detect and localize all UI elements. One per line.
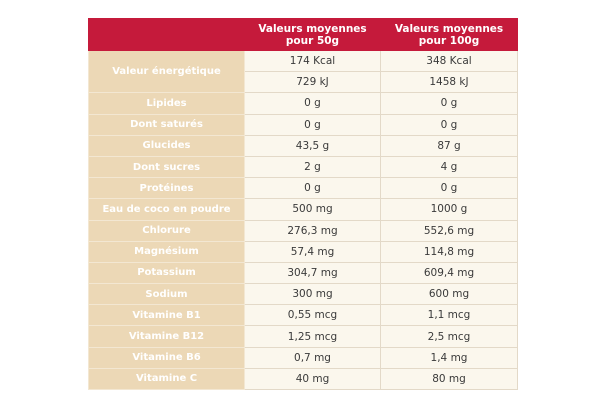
row-label: Vitamine B6 <box>88 346 245 369</box>
table-row: Sodium 300 mg 600 mg <box>88 283 518 306</box>
row-label: Glucides <box>88 134 245 157</box>
value-cell: 1000 g <box>380 198 518 221</box>
header-corner <box>88 18 245 51</box>
value-cell: 276,3 mg <box>244 219 381 242</box>
table-row: Glucides 43,5 g 87 g <box>88 134 518 157</box>
header-cell: Valeurs moyennes pour 100g <box>380 18 518 51</box>
header-cell: Valeurs moyennes pour 50g <box>244 18 381 51</box>
value-cell: 500 mg <box>244 198 381 221</box>
row-label: Magnésium <box>88 240 245 263</box>
value-cell: 609,4 mg <box>380 261 518 285</box>
table-row: 729 kJ 1458 kJ <box>89 71 518 94</box>
table-row: Valeur énergétique 174 Kcal 348 Kcal <box>88 49 518 94</box>
row-label: Valeur énergétique <box>88 49 245 94</box>
value-cell: 0 g <box>244 92 381 115</box>
row-label: Potassium <box>88 261 245 285</box>
table-row: Vitamine C 40 mg 80 mg <box>88 367 518 391</box>
value-cell: 1,4 mg <box>380 346 518 369</box>
table-row: Magnésium 57,4 mg 114,8 mg <box>88 240 518 263</box>
row-label: Vitamine C <box>88 367 245 391</box>
table-body: Valeur énergétique 174 Kcal 348 Kcal 729 kJ… <box>88 49 518 391</box>
row-label: Protéines <box>88 177 245 200</box>
table-row: Vitamine B6 0,7 mg 1,4 mg <box>88 346 518 369</box>
value-cell: 1,1 mcg <box>380 304 518 327</box>
value-cell: 348 Kcal <box>380 49 518 73</box>
table-row: Vitamine B1 0,55 mcg 1,1 mcg <box>88 304 518 327</box>
value-cell: 87 g <box>380 134 518 157</box>
nutrition-table: Valeurs moyennes pour 50g Valeurs moyenn… <box>88 18 518 391</box>
row-label: Eau de coco en poudre <box>88 198 245 221</box>
row-label: Vitamine B1 <box>88 304 245 327</box>
row-label: Dont sucres <box>88 155 245 179</box>
value-cell: 0 g <box>380 177 518 200</box>
value-cell: 0 g <box>244 177 381 200</box>
value-cell: 0,55 mcg <box>244 304 381 327</box>
table-row: Vitamine B12 1,25 mcg 2,5 mcg <box>88 325 518 348</box>
value-cell: 0 g <box>380 92 518 115</box>
value-cell: 43,5 g <box>244 134 381 157</box>
value-cell: 114,8 mg <box>380 240 518 263</box>
value-cell: 1458 kJ <box>380 71 518 94</box>
row-label: Vitamine B12 <box>88 325 245 348</box>
value-cell: 57,4 mg <box>244 240 381 263</box>
header-row: Valeurs moyennes pour 50g Valeurs moyenn… <box>88 18 518 51</box>
row-label: Sodium <box>88 283 245 306</box>
row-label: Chlorure <box>88 219 245 242</box>
value-cell: 174 Kcal <box>244 49 381 73</box>
table-row: Chlorure 276,3 mg 552,6 mg <box>88 219 518 242</box>
value-cell: 1,25 mcg <box>244 325 381 348</box>
value-cell: 40 mg <box>244 367 381 391</box>
value-cell: 552,6 mg <box>380 219 518 242</box>
value-cell: 0,7 mg <box>244 346 381 369</box>
value-cell: 80 mg <box>380 367 518 391</box>
value-cell: 729 kJ <box>244 71 381 94</box>
value-cell: 0 g <box>380 113 518 136</box>
table-row: Eau de coco en poudre 500 mg 1000 g <box>88 198 518 221</box>
table-row: Potassium 304,7 mg 609,4 mg <box>88 261 518 285</box>
value-cell: 2 g <box>244 155 381 179</box>
value-cell: 300 mg <box>244 283 381 306</box>
row-label: Dont saturés <box>88 113 245 136</box>
value-cell: 2,5 mcg <box>380 325 518 348</box>
value-cell: 304,7 mg <box>244 261 381 285</box>
value-cell: 600 mg <box>380 283 518 306</box>
value-cell: 4 g <box>380 155 518 179</box>
row-label: Lipides <box>88 92 245 115</box>
value-cell: 0 g <box>244 113 381 136</box>
